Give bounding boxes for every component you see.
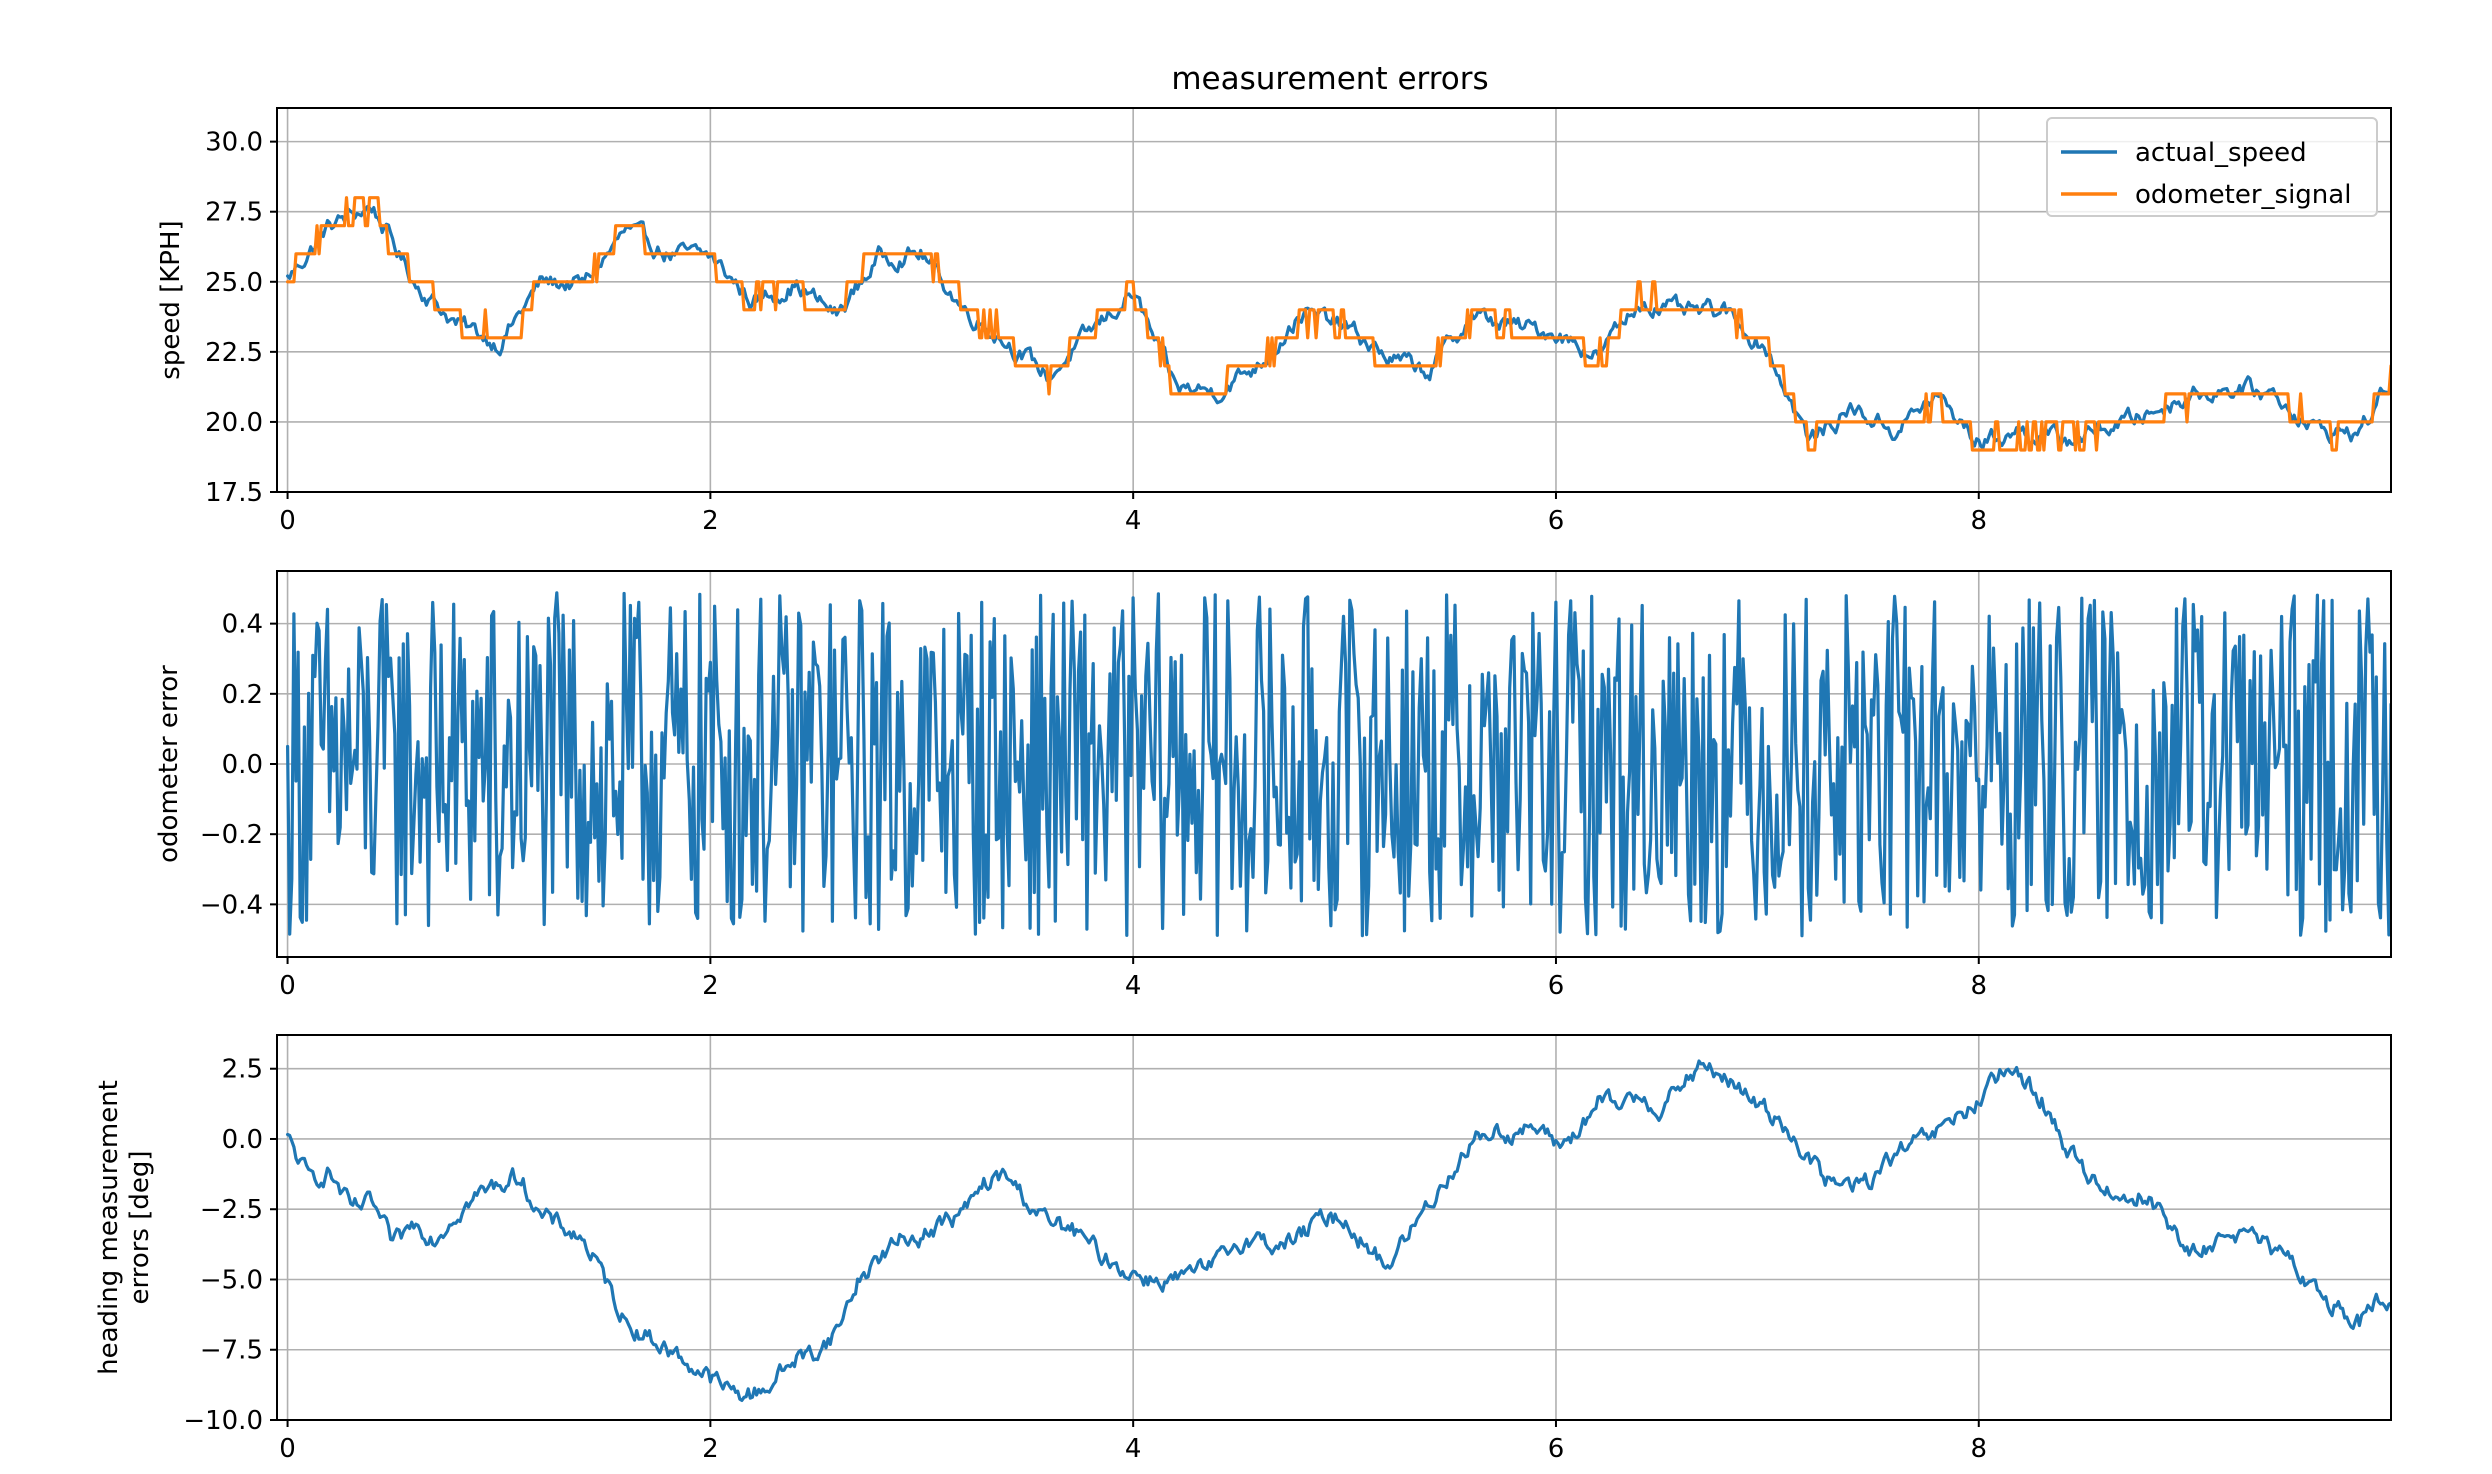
x-tick-label: 6 [1548, 971, 1565, 1001]
heading-error-series [286, 1059, 2391, 1403]
legend-box [2046, 117, 2378, 217]
series-line [286, 591, 2391, 938]
y-tick-label: 0.0 [222, 1125, 263, 1155]
heading-error-subplot: 0 2 4 6 8 −10.0 −7.5 −5.0 −2.5 0.0 2.5 heading mea… [94, 1034, 2392, 1464]
x-tick-label: 0 [279, 971, 296, 1001]
legend-entry: actual_speed [2135, 138, 2307, 168]
y-tick-label: 27.5 [205, 198, 263, 228]
heading-error-y-axis-label: heading measurementerrors [deg] [94, 1080, 155, 1375]
heading-error-gridlines [277, 1035, 2391, 1421]
y-tick-label: 25.0 [205, 268, 263, 298]
figure-title: measurement errors [1171, 61, 1488, 97]
y-tick-label: 17.5 [205, 478, 263, 508]
x-tick-label: 2 [702, 1434, 719, 1464]
y-tick-label: 0.2 [222, 680, 263, 710]
y-tick-label: 20.0 [205, 408, 263, 438]
y-axis-label-line: heading measurement [94, 1080, 124, 1375]
y-tick-label: 0.0 [222, 750, 263, 780]
y-tick-label: −2.5 [200, 1195, 263, 1225]
x-tick-label: 2 [702, 506, 719, 536]
x-tick-label: 0 [279, 506, 296, 536]
speed-legend: actual_speed odometer_signal [2046, 117, 2378, 217]
y-tick-label: −0.4 [200, 890, 263, 920]
y-axis-label-line: errors [deg] [125, 1150, 155, 1304]
x-tick-label: 6 [1548, 506, 1565, 536]
x-tick-label: 8 [1970, 506, 1987, 536]
x-tick-label: 6 [1548, 1434, 1565, 1464]
speed-series [286, 196, 2391, 452]
y-tick-label: 2.5 [222, 1055, 263, 1085]
odometer-error-tick-labels: 0 2 4 6 8 −0.4 −0.2 0.0 0.2 0.4 [200, 610, 1987, 1001]
x-tick-label: 8 [1970, 1434, 1987, 1464]
x-tick-label: 2 [702, 971, 719, 1001]
speed-y-axis-label: speed [KPH] [156, 220, 186, 379]
odometer-signal-line [286, 196, 2391, 452]
heading-error-tick-labels: 0 2 4 6 8 −10.0 −7.5 −5.0 −2.5 0.0 2.5 [183, 1055, 1987, 1464]
y-tick-label: −7.5 [200, 1336, 263, 1366]
x-tick-label: 4 [1125, 506, 1142, 536]
heading-error-axes-frame [276, 1034, 2392, 1421]
x-tick-label: 0 [279, 1434, 296, 1464]
x-tick-label: 8 [1970, 971, 1987, 1001]
y-tick-label: 0.4 [222, 610, 263, 640]
legend-entry: odometer_signal [2135, 180, 2351, 210]
odometer-error-series [286, 591, 2391, 938]
y-tick-label: −10.0 [183, 1406, 263, 1436]
x-tick-label: 4 [1125, 971, 1142, 1001]
speed-tick-labels: 0 2 4 6 8 17.5 20.0 22.5 25.0 27.5 30.0 [205, 128, 1987, 536]
odometer-error-subplot: 0 2 4 6 8 −0.4 −0.2 0.0 0.2 0.4 odometer error [154, 570, 2392, 1001]
y-tick-label: 22.5 [205, 338, 263, 368]
speed-subplot: 0 2 4 6 8 17.5 20.0 22.5 25.0 27.5 30.0 speed [KPH… [156, 107, 2392, 536]
x-tick-label: 4 [1125, 1434, 1142, 1464]
y-tick-label: −0.2 [200, 820, 263, 850]
series-line [286, 1059, 2391, 1403]
y-tick-label: −5.0 [200, 1265, 263, 1295]
y-tick-label: 30.0 [205, 128, 263, 158]
odometer-error-y-axis-label: odometer error [154, 665, 184, 863]
speed-axes-frame [276, 107, 2392, 493]
